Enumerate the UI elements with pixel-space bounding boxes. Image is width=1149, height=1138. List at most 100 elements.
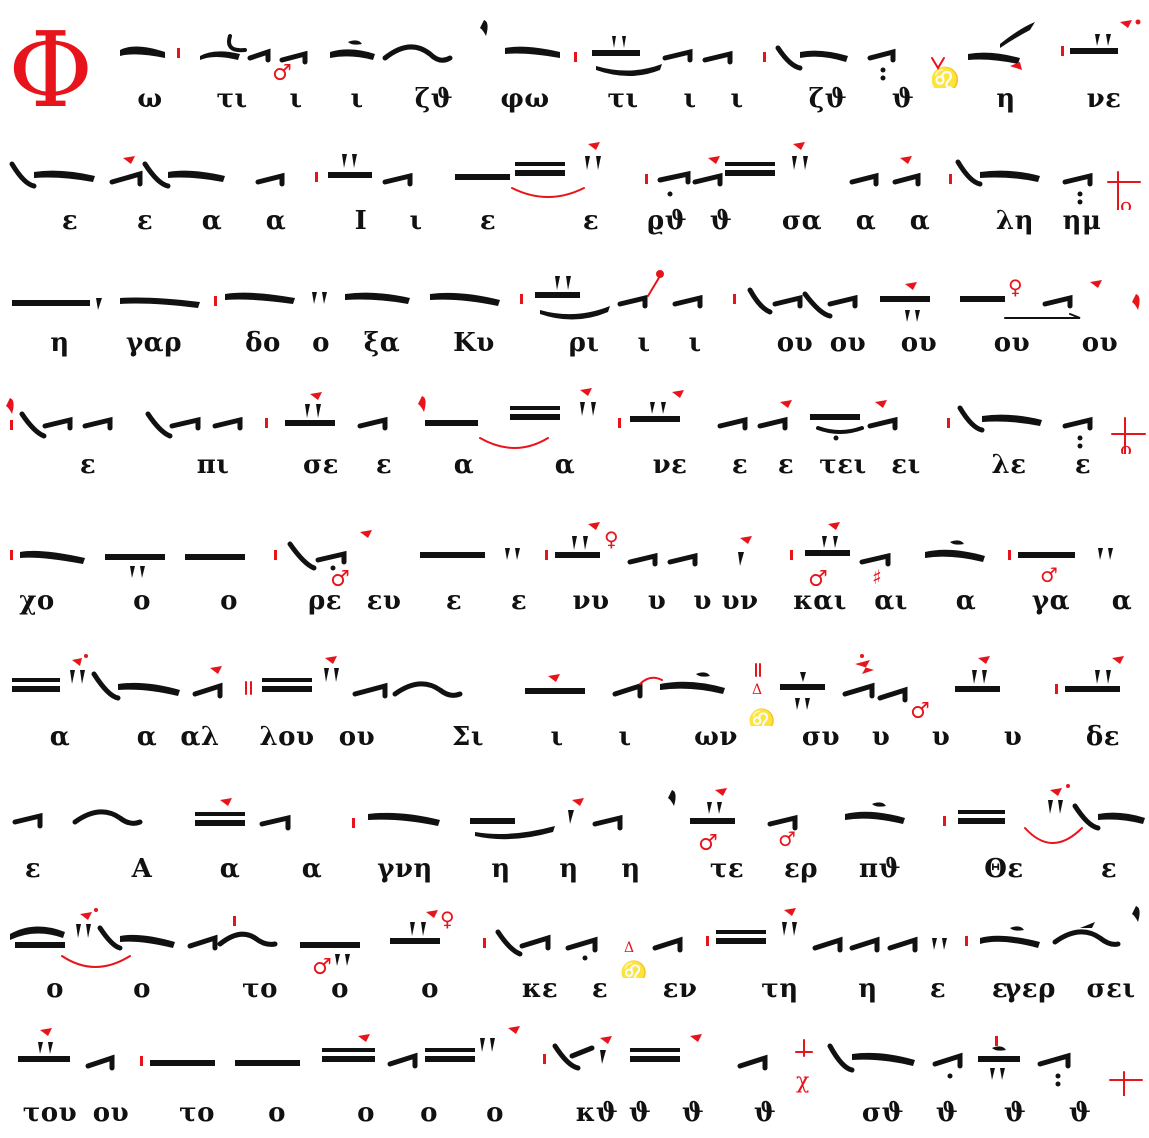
apostrophe-neume — [82, 416, 113, 431]
syllable: συ — [801, 722, 841, 752]
ison-neume — [118, 682, 180, 696]
red-stroke-mark — [784, 908, 796, 916]
lyric-row-8: ο ο το ο ο κε ε εν τη η ε ε γερ σει — [0, 974, 1149, 1008]
syllable: και — [793, 586, 847, 616]
neume-row-6: ♌ Δ ♂ — [12, 654, 1124, 726]
apostrophe-neume — [592, 814, 623, 831]
syllable: σει — [1086, 974, 1136, 1004]
phthora-mark — [763, 52, 766, 62]
neume-row-8: ♂ ♀ ♌ Δ — [10, 906, 1140, 978]
gorgon-mark — [1048, 800, 1063, 814]
syllable: ο — [220, 586, 238, 616]
elaphron-neume — [955, 159, 983, 187]
dot-mark — [1055, 1073, 1061, 1079]
elaphron-neume — [19, 411, 47, 439]
neume-row-1: ♂ ♌ — [120, 19, 1141, 88]
syllable: ε — [79, 450, 97, 480]
apostrophe-neume — [657, 170, 691, 185]
elaphron-neume — [287, 541, 317, 571]
syllable: η — [996, 84, 1016, 114]
red-stroke-mark — [310, 392, 322, 400]
klasma-mark — [96, 298, 102, 310]
apostrophe-neume — [932, 1052, 963, 1069]
martyria-sign-icon: ϙ — [1120, 437, 1132, 454]
oligon-neume — [18, 1056, 70, 1062]
syllable: ρι — [568, 328, 600, 358]
red-stroke-mark — [875, 400, 887, 408]
dot-mark — [1077, 199, 1083, 205]
syllable: ου — [900, 328, 938, 358]
apostrophe-neume — [255, 172, 285, 187]
syllable: ι — [350, 84, 364, 114]
syllable: αλ — [180, 722, 220, 752]
oligon-neume — [810, 414, 860, 420]
syllable: α — [49, 722, 71, 752]
neume-row-2: ϙ — [9, 142, 1141, 210]
syllable: ο — [268, 1098, 286, 1128]
apostrophe-neume — [259, 814, 291, 831]
neume-row-7: ♂ ♂ — [12, 784, 1145, 856]
lyric-row-2: ε ε α α Ι ι ε ε ϱϑ ϑ σα α α λη ημ — [0, 206, 1149, 240]
red-stroke-mark — [900, 156, 912, 164]
oligon-neume — [630, 1048, 680, 1062]
agogi-sign-icon: ♌ — [748, 708, 775, 726]
syllable: ε — [136, 206, 154, 236]
syllable: ε — [479, 206, 497, 236]
gorgon-mark — [70, 670, 85, 684]
syllable: η — [491, 854, 511, 884]
apostrophe-neume — [247, 48, 271, 63]
red-stroke-mark — [828, 522, 840, 530]
gorgon-mark — [585, 156, 601, 170]
syllable: Ι — [354, 206, 368, 236]
oligon-neume — [960, 296, 1005, 302]
chi-mark-icon: χ — [796, 1069, 809, 1094]
elaphron-neume — [495, 929, 523, 957]
syllable: α — [201, 206, 223, 236]
syllable: ου — [1081, 328, 1119, 358]
red-stroke-mark — [210, 666, 222, 674]
apostrophe-neume — [672, 294, 703, 309]
double-bar-mark — [755, 663, 761, 677]
vareia-mark — [931, 57, 945, 70]
oligon-neume — [300, 942, 360, 948]
sharp-sign-icon: ♂ — [778, 827, 796, 851]
red-stroke-mark — [1090, 280, 1102, 288]
sharp-sign-icon: ♯ — [872, 565, 882, 589]
syllable: α — [1111, 586, 1133, 616]
dot-mark — [1135, 19, 1141, 25]
gorgon-mark — [305, 404, 321, 418]
syllable: λε — [991, 450, 1027, 480]
music-line-3: ♀ η γαρ δο ο ξα Κυ ρι ι ι ου ου ου ου ου — [0, 252, 1149, 372]
oligon-neume — [515, 162, 565, 176]
syllable: ε — [591, 974, 609, 1004]
elaphron-neume — [775, 45, 803, 71]
syllable: ο — [133, 586, 151, 616]
ypsili-neume — [596, 64, 662, 76]
sharp-sign-icon: ♂ — [808, 567, 828, 590]
syllable: ι — [409, 206, 423, 236]
syllable: τι — [607, 84, 639, 114]
red-stroke-mark — [905, 282, 917, 290]
kentema-neume — [72, 809, 143, 826]
ison-neume — [1018, 552, 1075, 558]
elaphron-neume — [552, 1043, 581, 1071]
syllable: σε — [303, 450, 339, 480]
phthora-mark — [315, 172, 318, 182]
syllable: γνη — [377, 854, 433, 884]
phthora-mark — [947, 418, 950, 428]
ison-neume — [1098, 812, 1145, 824]
dot-mark — [656, 270, 664, 278]
phthora-mark — [1061, 46, 1064, 56]
oligon-neume — [716, 930, 766, 944]
oligon-neume — [555, 552, 600, 558]
ison-neume — [225, 292, 295, 304]
music-line-4: ϙ ε πι σε ε α α νε ε ε τει ει λε ε — [0, 374, 1149, 494]
final-bar-mark — [1111, 417, 1146, 454]
neume-row-9: χ ϙ — [18, 1026, 1143, 1096]
syllable: ϱϑ — [646, 206, 688, 236]
apostrophe-neume — [827, 294, 858, 309]
oligon-neume — [535, 292, 580, 298]
kentema-neume — [392, 681, 463, 698]
apostrophe-neume — [717, 416, 748, 431]
syllable: ε — [1074, 450, 1092, 480]
